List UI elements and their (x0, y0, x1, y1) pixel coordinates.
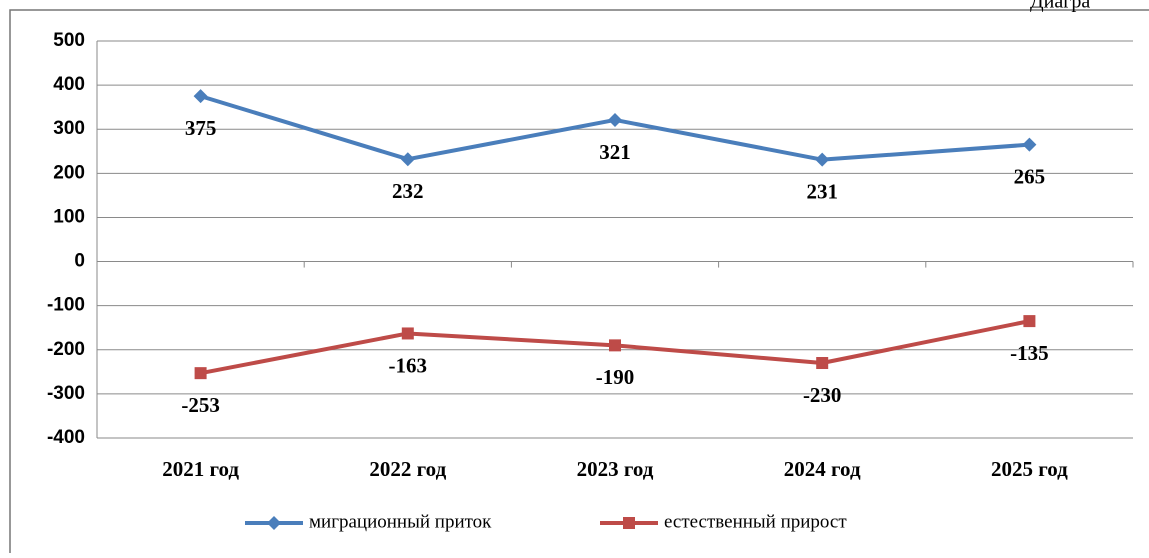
point (401, 327, 414, 340)
y-tick-label: 400 (53, 74, 85, 95)
point (194, 367, 207, 380)
point (1023, 315, 1036, 328)
legend-marker (623, 517, 635, 529)
data-label: 265 (1014, 164, 1046, 188)
corner-text: Диагра (1030, 0, 1090, 13)
data-label: -230 (803, 383, 842, 407)
data-label: -190 (596, 365, 635, 389)
y-tick-label: 100 (53, 206, 85, 227)
point (815, 152, 830, 167)
point (816, 357, 829, 370)
y-tick-label: 300 (53, 118, 85, 139)
data-label: 231 (806, 179, 838, 203)
legend-label: миграционный приток (309, 511, 492, 532)
x-tick-label: 2023 год (577, 457, 654, 481)
data-label: -163 (389, 353, 428, 377)
point (193, 89, 208, 104)
legend-label: естественный прирост (664, 511, 847, 532)
y-tick-label: -200 (47, 339, 85, 360)
legend-marker (267, 516, 281, 530)
point (609, 339, 621, 352)
y-tick-label: 500 (53, 30, 85, 51)
y-tick-label: 200 (53, 162, 85, 183)
point (1022, 137, 1037, 152)
x-tick-label: 2021 год (162, 457, 239, 481)
corner-bg (1020, 0, 1149, 9)
x-tick-label: 2025 год (991, 457, 1068, 481)
data-label: -135 (1010, 341, 1049, 365)
point (400, 152, 415, 167)
y-tick-label: 0 (74, 251, 85, 272)
y-tick-label: -300 (47, 383, 85, 404)
y-tick-label: -100 (47, 295, 85, 316)
x-tick-label: 2024 год (784, 457, 861, 481)
x-tick-label: 2022 год (369, 457, 446, 481)
data-label: 232 (392, 179, 424, 203)
point (608, 112, 622, 127)
data-label: -253 (181, 393, 220, 417)
data-label: 375 (185, 116, 217, 140)
data-label: 321 (599, 140, 631, 164)
y-tick-label: -400 (47, 427, 85, 448)
